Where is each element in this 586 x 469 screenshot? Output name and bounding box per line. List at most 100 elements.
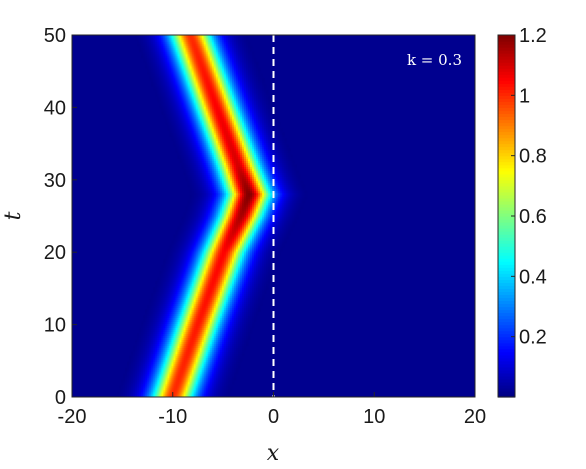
field-cell (177, 385, 181, 389)
field-cell (225, 393, 229, 397)
field-cell (229, 359, 233, 363)
field-cell (179, 301, 183, 304)
field-cell (171, 349, 175, 353)
field-cell (185, 266, 189, 270)
field-cell (185, 379, 189, 383)
field-cell (191, 315, 195, 318)
field-cell (209, 395, 213, 397)
field-cell (221, 327, 225, 330)
field-cell (219, 252, 223, 256)
field-cell (189, 228, 193, 232)
field-cell (223, 301, 227, 304)
field-cell (237, 248, 241, 252)
field-cell (237, 321, 241, 324)
field-cell (189, 325, 193, 328)
field-cell (191, 271, 195, 274)
field-cell (231, 224, 235, 228)
field-cell (205, 345, 209, 349)
field-cell (231, 291, 235, 294)
field-cell (221, 224, 225, 228)
field-cell (235, 333, 239, 336)
field-cell (153, 327, 156, 330)
field-cell (183, 250, 187, 254)
field-cell (177, 279, 181, 282)
field-cell (183, 297, 187, 300)
field-cell (278, 228, 281, 232)
field-cell (209, 258, 213, 262)
field-cell (181, 218, 185, 222)
field-cell (189, 375, 193, 379)
field-cell (145, 373, 148, 377)
field-cell (217, 228, 221, 232)
field-cell (195, 319, 199, 322)
field-cell (227, 359, 231, 363)
field-cell (219, 395, 223, 397)
field-cell (197, 264, 201, 268)
field-cell (137, 337, 140, 340)
field-cell (193, 264, 197, 268)
field-cell (189, 321, 193, 324)
field-cell (141, 391, 144, 395)
field-cell (167, 377, 171, 381)
field-cell (183, 357, 187, 361)
field-cell (209, 311, 213, 314)
field-cell (221, 385, 225, 389)
field-cell (179, 319, 183, 322)
field-cell (211, 341, 215, 345)
field-cell (203, 351, 207, 355)
field-cell (149, 351, 152, 355)
field-cell (229, 325, 233, 328)
field-cell (163, 279, 166, 282)
field-cell (241, 260, 245, 264)
field-cell (175, 321, 179, 324)
field-cell (127, 363, 130, 367)
field-cell (266, 268, 269, 272)
field-cell (185, 359, 189, 363)
field-cell (264, 262, 267, 266)
field-cell (237, 289, 241, 292)
field-cell (189, 271, 193, 274)
field-cell (205, 244, 209, 248)
field-cell (221, 293, 225, 296)
field-cell (137, 369, 140, 373)
field-cell (161, 275, 164, 278)
field-cell (231, 309, 235, 312)
field-cell (209, 373, 213, 377)
field-cell (175, 242, 179, 246)
field-cell (183, 311, 187, 314)
field-cell (243, 271, 247, 274)
field-cell (123, 375, 126, 379)
field-cell (191, 371, 195, 375)
field-cell (147, 351, 150, 355)
field-cell (239, 307, 243, 310)
field-cell (201, 381, 205, 385)
field-cell (221, 297, 225, 300)
field-cell (215, 222, 219, 226)
field-cell (243, 335, 247, 338)
field-cell (213, 240, 217, 244)
field-cell (205, 389, 209, 393)
field-cell (217, 224, 221, 228)
field-cell (262, 252, 265, 256)
field-cell (179, 351, 183, 355)
field-cell (199, 305, 203, 308)
field-cell (217, 329, 221, 332)
field-cell (209, 333, 213, 336)
field-cell (229, 222, 233, 226)
field-cell (161, 266, 164, 270)
field-cell (181, 252, 185, 256)
field-cell (177, 240, 181, 244)
field-cell (254, 305, 257, 308)
field-cell (143, 331, 146, 334)
field-cell (187, 287, 191, 290)
field-cell (165, 379, 169, 383)
field-cell (197, 345, 201, 349)
field-cell (225, 260, 229, 264)
field-cell (137, 333, 140, 336)
field-cell (207, 228, 211, 232)
field-cell (147, 335, 150, 338)
field-cell (195, 244, 199, 248)
field-cell (163, 387, 166, 391)
field-cell (145, 371, 148, 375)
field-cell (258, 230, 261, 234)
